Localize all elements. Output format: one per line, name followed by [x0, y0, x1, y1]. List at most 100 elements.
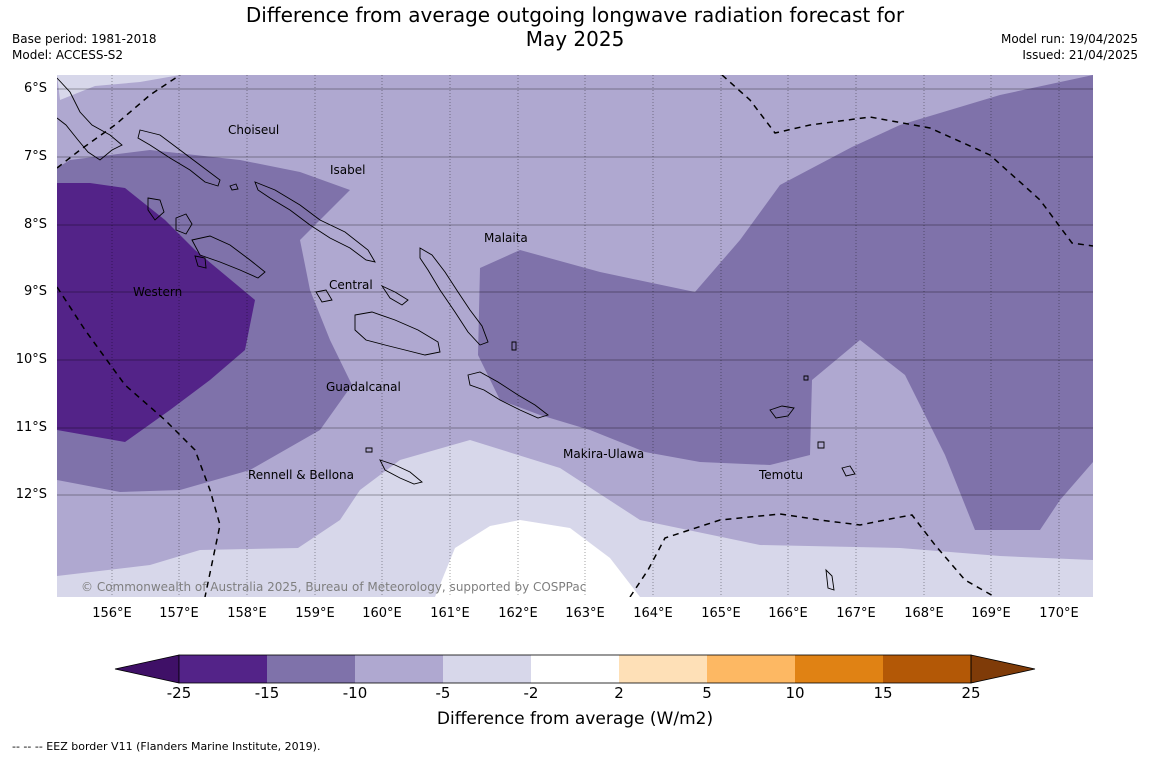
lat-label: 6°S	[23, 81, 47, 96]
colorbar-tick: 25	[961, 684, 981, 702]
lon-label: 168°E	[904, 606, 944, 621]
eez-border-south	[629, 513, 996, 597]
lat-label: 8°S	[23, 217, 47, 232]
colorbar	[114, 654, 1036, 684]
coast-russell	[380, 284, 409, 306]
coast-tikopia	[825, 568, 835, 591]
field-dark-west	[57, 183, 255, 442]
title-line-2: May 2025	[525, 27, 625, 51]
colorbar-bin	[883, 655, 971, 683]
colorbar-tick: 10	[785, 684, 805, 702]
colorbar-bin	[179, 655, 267, 683]
coast-isabel	[254, 181, 376, 263]
meta-left: Base period: 1981-2018 Model: ACCESS-S2	[12, 31, 157, 63]
coast-bougainville	[57, 77, 123, 161]
colorbar-bin	[531, 655, 619, 683]
coast-vella-lavella	[147, 197, 165, 221]
lat-label: 9°S	[23, 284, 47, 299]
field-medium-east	[478, 75, 1093, 530]
field-near-zero-south	[435, 520, 640, 597]
field-light-south	[57, 440, 1093, 597]
lon-label: 169°E	[971, 606, 1011, 621]
anomaly-field	[57, 75, 1093, 597]
coast-utupua	[817, 441, 825, 449]
label-makira-ulawa: Makira-Ulawa	[563, 447, 645, 461]
colorbar-tick: 5	[702, 684, 712, 702]
eez-border	[57, 75, 1093, 597]
lon-label: 167°E	[836, 606, 876, 621]
coast-rennell	[379, 459, 423, 485]
coast-shortlands	[229, 183, 239, 191]
label-rennell-bellona: Rennell & Bellona	[248, 468, 355, 482]
label-isabel: Isabel	[330, 163, 366, 177]
graticule	[57, 75, 1093, 597]
colorbar-extend-low	[114, 654, 180, 684]
lon-label: 170°E	[1039, 606, 1079, 621]
map-title: Difference from average outgoing longwav…	[230, 3, 920, 51]
lat-label: 10°S	[15, 352, 47, 367]
colorbar-bin	[795, 655, 883, 683]
lon-label: 165°E	[701, 606, 741, 621]
label-central: Central	[329, 278, 373, 292]
lon-label: 162°E	[498, 606, 538, 621]
coast-new-georgia	[191, 235, 266, 279]
lon-label: 161°E	[430, 606, 470, 621]
eez-border-north-east	[721, 75, 1093, 247]
lon-label: 156°E	[92, 606, 132, 621]
lon-label: 160°E	[362, 606, 402, 621]
colorbar-tick: -5	[435, 684, 451, 702]
colorbar-tick: -25	[166, 684, 192, 702]
lat-label: 12°S	[15, 487, 47, 502]
coastlines	[57, 77, 856, 591]
colorbar-bin	[707, 655, 795, 683]
label-guadalcanal: Guadalcanal	[326, 380, 401, 394]
colorbar-extend-high	[970, 654, 1036, 684]
coast-guadalcanal	[354, 311, 441, 356]
lat-label: 7°S	[23, 149, 47, 164]
coast-malaita	[419, 247, 489, 346]
coast-santa-cruz	[769, 405, 795, 419]
copyright-notice: © Commonwealth of Australia 2025, Bureau…	[81, 580, 587, 594]
lon-label: 166°E	[768, 606, 808, 621]
eez-border-note: -- -- -- EEZ border V11 (Flanders Marine…	[12, 740, 321, 753]
lon-label: 164°E	[633, 606, 673, 621]
coast-vanikoro	[841, 465, 856, 477]
colorbar-tick: 15	[873, 684, 893, 702]
colorbar-tick: -15	[254, 684, 280, 702]
eez-border-west	[57, 286, 221, 597]
issued-date: Issued: 21/04/2025	[1022, 48, 1138, 62]
label-temotu: Temotu	[759, 468, 804, 482]
lon-label: 163°E	[565, 606, 605, 621]
base-period: Base period: 1981-2018	[12, 32, 157, 46]
colorbar-bin	[267, 655, 355, 683]
lat-label: 11°S	[15, 420, 47, 435]
coast-reef-islands	[803, 375, 809, 381]
coast-kolombangara	[175, 213, 193, 235]
colorbar-bin	[619, 655, 707, 683]
model-run: Model run: 19/04/2025	[1000, 32, 1138, 46]
coast-bellona	[365, 447, 373, 453]
lon-label: 157°E	[159, 606, 199, 621]
model-name: Model: ACCESS-S2	[12, 48, 124, 62]
label-choiseul: Choiseul	[228, 123, 280, 137]
colorbar-tick: -2	[523, 684, 539, 702]
coast-choiseul	[137, 129, 221, 187]
colorbar-tick: -10	[342, 684, 368, 702]
coast-florida	[315, 289, 333, 303]
lon-label: 159°E	[295, 606, 335, 621]
label-western: Western	[133, 285, 183, 299]
colorbar-tick: 2	[614, 684, 624, 702]
label-malaita: Malaita	[484, 231, 528, 245]
coast-makira	[467, 371, 549, 419]
colorbar-bin	[443, 655, 531, 683]
lon-label: 158°E	[227, 606, 267, 621]
coast-ulawa	[511, 341, 517, 351]
colorbar-frame	[178, 654, 972, 684]
colorbar-label: Difference from average (W/m2)	[436, 709, 714, 729]
colorbar-bin	[355, 655, 443, 683]
title-line-1: Difference from average outgoing longwav…	[245, 3, 905, 27]
meta-right: Model run: 19/04/2025 Issued: 21/04/2025	[1001, 31, 1138, 63]
coast-rendova	[194, 255, 207, 269]
field-light-northwest	[57, 75, 180, 100]
